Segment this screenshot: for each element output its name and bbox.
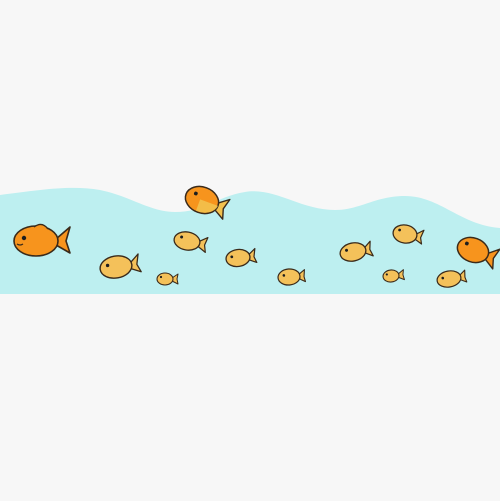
fish-small-4	[225, 247, 258, 268]
fish-small-6	[339, 240, 374, 262]
fish-large-left	[13, 223, 71, 257]
fish-small-9	[436, 269, 468, 288]
fish-small-5	[277, 268, 307, 286]
fish-small-2	[173, 231, 209, 253]
fish-right	[456, 236, 500, 270]
fish-top-center	[184, 185, 231, 220]
water-band	[0, 187, 500, 294]
fish-small-3	[156, 272, 179, 286]
fish-small-7	[392, 224, 425, 245]
fish-small-8	[382, 269, 405, 283]
fish-small-1	[99, 253, 142, 279]
